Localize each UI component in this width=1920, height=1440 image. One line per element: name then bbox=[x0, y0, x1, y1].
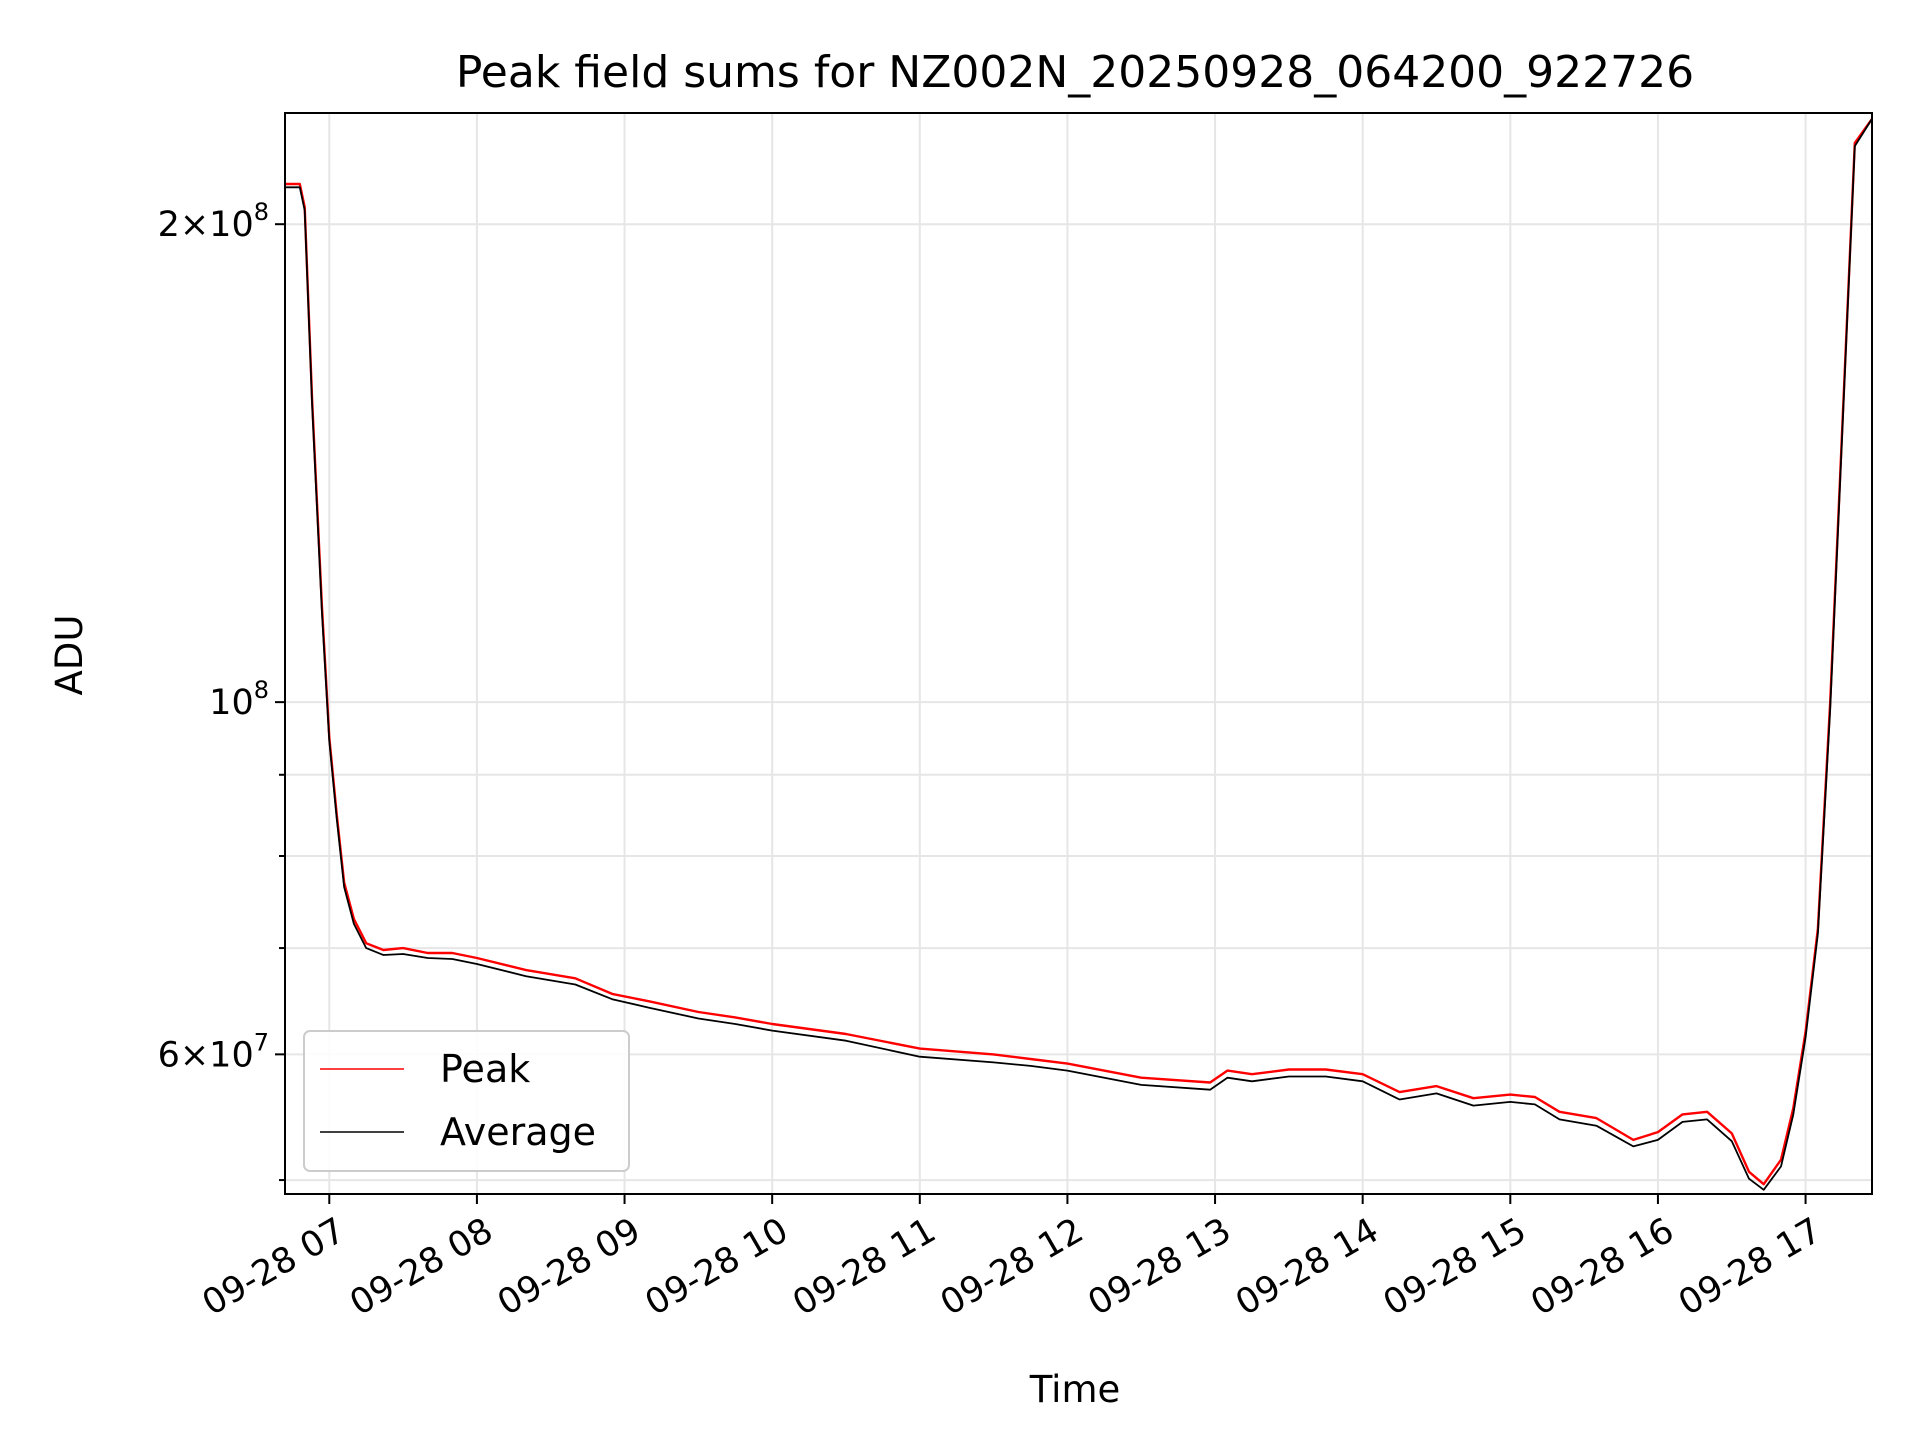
legend-label-peak: Peak bbox=[440, 1047, 530, 1091]
y-tick-label: 108 bbox=[209, 676, 269, 723]
grid bbox=[285, 113, 1872, 1194]
legend: Peak Average bbox=[303, 1030, 630, 1172]
plot-frame bbox=[284, 112, 1873, 1195]
series-line-peak bbox=[285, 118, 1873, 1186]
series-line-average bbox=[285, 118, 1873, 1191]
legend-box bbox=[303, 1030, 630, 1172]
y-tick-label: 6×107 bbox=[158, 1028, 269, 1075]
chart-title: Peak field sums for NZ002N_20250928_0642… bbox=[456, 47, 1694, 98]
y-axis-label: ADU bbox=[48, 615, 91, 696]
y-tick-label: 2×108 bbox=[158, 198, 269, 245]
plot-series bbox=[285, 118, 1873, 1191]
legend-label-average: Average bbox=[440, 1110, 596, 1154]
x-axis-label: Time bbox=[1029, 1368, 1121, 1411]
